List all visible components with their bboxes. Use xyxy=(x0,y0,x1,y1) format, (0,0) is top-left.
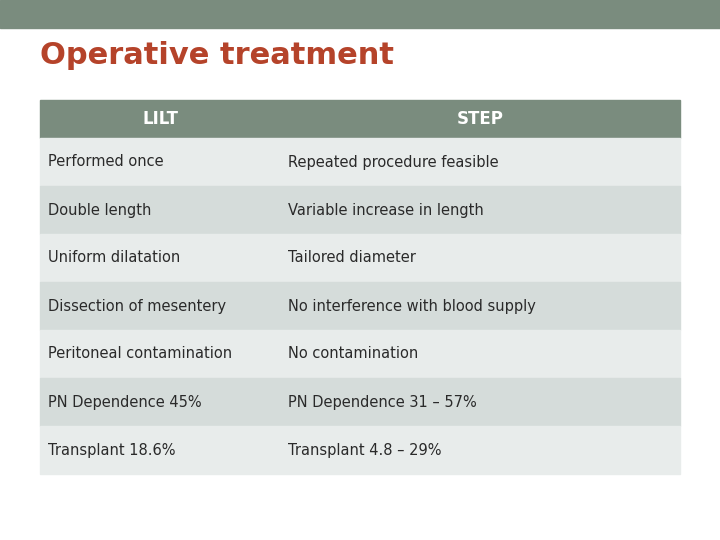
Bar xyxy=(40,234,680,282)
Bar xyxy=(40,426,680,474)
Text: No interference with blood supply: No interference with blood supply xyxy=(288,299,536,314)
Bar xyxy=(40,100,680,138)
Text: Performed once: Performed once xyxy=(48,154,163,170)
Text: STEP: STEP xyxy=(456,110,503,128)
Text: Double length: Double length xyxy=(48,202,151,218)
Text: Tailored diameter: Tailored diameter xyxy=(288,251,416,266)
Text: PN Dependence 45%: PN Dependence 45% xyxy=(48,395,202,409)
Bar xyxy=(40,330,680,378)
Bar xyxy=(40,282,680,330)
Text: Uniform dilatation: Uniform dilatation xyxy=(48,251,180,266)
Text: Operative treatment: Operative treatment xyxy=(40,40,394,70)
Bar xyxy=(40,138,680,186)
Text: Variable increase in length: Variable increase in length xyxy=(288,202,484,218)
Bar xyxy=(0,0,720,28)
Text: No contamination: No contamination xyxy=(288,347,418,361)
Text: Peritoneal contamination: Peritoneal contamination xyxy=(48,347,232,361)
Bar xyxy=(40,186,680,234)
Text: Dissection of mesentery: Dissection of mesentery xyxy=(48,299,226,314)
Text: Repeated procedure feasible: Repeated procedure feasible xyxy=(288,154,499,170)
Text: PN Dependence 31 – 57%: PN Dependence 31 – 57% xyxy=(288,395,477,409)
Bar xyxy=(40,378,680,426)
Text: LILT: LILT xyxy=(142,110,178,128)
Text: Transplant 18.6%: Transplant 18.6% xyxy=(48,442,176,457)
Text: Transplant 4.8 – 29%: Transplant 4.8 – 29% xyxy=(288,442,441,457)
